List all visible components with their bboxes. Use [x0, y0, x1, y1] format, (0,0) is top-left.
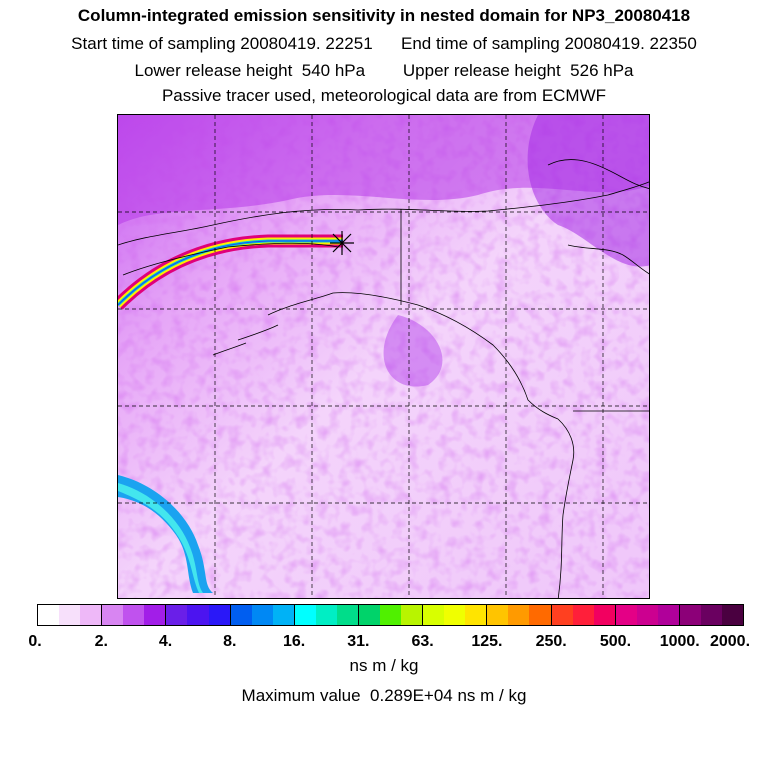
colorbar-swatch [144, 605, 166, 625]
colorbar-swatch [636, 605, 658, 625]
colorbar-swatch [551, 605, 573, 625]
colorbar-swatch [444, 605, 466, 625]
colorbar-segment [679, 605, 744, 625]
southwest-plume [118, 475, 213, 593]
colorbar-segment [230, 605, 295, 625]
colorbar-swatch [123, 605, 145, 625]
colorbar-swatch [615, 605, 637, 625]
colorbar-tick-label: 31. [347, 633, 370, 650]
map-canvas [118, 115, 649, 598]
colorbar-swatch [358, 605, 380, 625]
colorbar-swatch [80, 605, 102, 625]
colorbar-swatch [700, 605, 722, 625]
colorbar-swatch [380, 605, 402, 625]
colorbar-swatch [272, 605, 294, 625]
sampling-time-line: Start time of sampling 20080419. 22251 E… [71, 34, 697, 53]
colorbar-swatch [423, 605, 445, 625]
colorbar-tick-label: 250. [535, 633, 567, 650]
north-high-region [118, 115, 649, 225]
plot-title: Column-integrated emission sensitivity i… [77, 6, 691, 25]
northeast-high-region [527, 115, 649, 267]
colorbar-swatch [294, 605, 316, 625]
colorbar-segment [487, 605, 552, 625]
trajectory-band-core [118, 240, 343, 306]
colorbar-segment [358, 605, 424, 625]
colorbar-swatch [593, 605, 615, 625]
colorbar-swatch [465, 605, 487, 625]
colorbar-tick-label: 4. [158, 633, 173, 650]
colorbar-tick-label: 500. [599, 633, 632, 650]
colorbar-swatch [722, 605, 744, 625]
colorbar-units: ns m / kg [349, 656, 419, 675]
tracer-info-line: Passive tracer used, meteorological data… [161, 86, 607, 105]
colorbar-segment [166, 605, 231, 625]
sensitivity-map [117, 114, 650, 599]
coastlines [118, 159, 649, 598]
colorbar-segment [38, 605, 103, 625]
release-height-line: Lower release height 540 hPa Upper relea… [134, 61, 634, 80]
southwest-plume-core [118, 483, 203, 593]
colorbar-tick-label: 2. [94, 633, 108, 650]
colorbar-segment [294, 605, 359, 625]
colorbar-tick-label: 0. [28, 633, 42, 650]
colorbar-swatch [230, 605, 252, 625]
colorbar-segment [551, 605, 616, 625]
colorbar-swatch [657, 605, 679, 625]
colorbar-swatch [572, 605, 594, 625]
colorbar-swatch [487, 605, 509, 625]
asterisk-marker [330, 231, 354, 255]
colorbar-tick-label: 16. [282, 633, 306, 650]
colorbar-swatch [59, 605, 81, 625]
colorbar-swatch [38, 605, 60, 625]
colorbar-swatch [102, 605, 124, 625]
colorbar-swatch [166, 605, 188, 625]
map-grid [118, 115, 649, 598]
colorbar-tick-label: 125. [471, 633, 503, 650]
colorbar-swatch [208, 605, 230, 625]
colorbar-swatch [251, 605, 273, 625]
colorbar-swatch [508, 605, 530, 625]
maximum-value-text: Maximum value 0.289E+04 ns m / kg [241, 686, 527, 705]
colorbar-swatch [529, 605, 551, 625]
colorbar-swatch [679, 605, 701, 625]
colorbar-tick-label: 63. [411, 633, 434, 650]
colorbar [37, 604, 744, 626]
colorbar-swatch [401, 605, 423, 625]
colorbar-segment [423, 605, 488, 625]
colorbar-tick-label: 1000. [659, 633, 700, 650]
colorbar-swatch [315, 605, 337, 625]
gulf-region [383, 315, 443, 387]
colorbar-swatch [187, 605, 209, 625]
colorbar-segment [615, 605, 680, 625]
colorbar-segment [102, 605, 167, 625]
colorbar-swatch [336, 605, 358, 625]
colorbar-tick-label: 8. [223, 633, 237, 650]
colorbar-tick-label: 2000. [709, 633, 751, 650]
